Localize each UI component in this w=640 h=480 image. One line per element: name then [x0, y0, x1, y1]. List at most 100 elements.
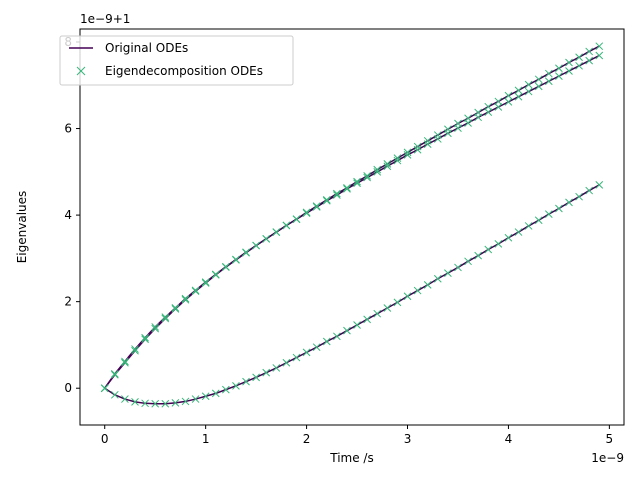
eigen-marker — [494, 97, 503, 106]
eigen-marker — [484, 245, 493, 254]
eigen-marker — [383, 160, 392, 168]
eigen-marker — [373, 168, 382, 176]
eigen-marker — [423, 281, 432, 289]
x-tick-label: 1 — [202, 432, 210, 446]
eigen-marker — [312, 203, 321, 211]
eigen-marker — [252, 241, 260, 250]
eigen-marker — [262, 368, 271, 377]
eigen-marker — [121, 357, 129, 366]
eigen-marker — [171, 304, 180, 312]
eigen-marker — [565, 67, 573, 75]
eigen-marker — [514, 86, 523, 95]
eigen-marker — [232, 256, 240, 264]
eigen-marker — [484, 108, 493, 117]
eigen-marker — [302, 348, 311, 357]
eigen-marker — [464, 257, 472, 266]
eigen-marker — [131, 345, 139, 353]
eigen-marker — [514, 92, 523, 101]
y-axis-label: Eigenvalues — [15, 191, 29, 264]
eigen-marker — [433, 131, 442, 139]
x-axis-offset-text: 1e−9 — [591, 451, 624, 465]
eigen-marker — [141, 333, 149, 342]
eigen-marker — [100, 384, 109, 393]
legend-label-original: Original ODEs — [105, 41, 188, 55]
series-eigendecomposition-odes — [100, 42, 604, 408]
eigen-marker — [211, 270, 220, 279]
eigen-marker — [110, 390, 119, 399]
eigen-marker — [595, 51, 604, 60]
eigen-marker — [151, 399, 160, 408]
y-tick-label: 0 — [64, 381, 72, 395]
eigen-marker — [201, 278, 210, 286]
x-tick-label: 3 — [404, 432, 412, 446]
eigen-marker — [423, 140, 432, 148]
eigen-marker — [151, 324, 160, 333]
eigen-marker — [444, 125, 452, 134]
eigen-marker — [544, 210, 553, 218]
x-tick-label: 2 — [303, 432, 311, 446]
legend-marker-eigen — [76, 66, 86, 76]
eigen-marker — [444, 269, 452, 277]
eigen-marker — [322, 196, 331, 205]
eigen-marker — [474, 108, 483, 117]
eigen-marker — [171, 305, 180, 313]
eigen-marker — [534, 75, 543, 84]
eigen-marker — [575, 61, 583, 70]
x-tick-label: 0 — [101, 432, 109, 446]
eigen-marker — [181, 294, 190, 303]
eigen-marker — [585, 186, 594, 195]
eigen-marker — [504, 98, 513, 106]
eigen-marker — [141, 399, 149, 408]
eigen-marker — [383, 304, 392, 312]
eigen-marker — [282, 221, 291, 230]
eigen-marker — [272, 228, 281, 236]
eigen-marker — [363, 172, 371, 180]
eigen-marker — [504, 91, 513, 100]
eigen-marker — [221, 385, 230, 394]
eigen-marker — [292, 353, 301, 362]
eigen-marker — [403, 292, 412, 301]
eigen-marker — [201, 392, 210, 401]
eigen-marker — [353, 321, 361, 329]
eigen-marker — [565, 198, 573, 207]
eigen-marker — [484, 102, 493, 111]
eigen-marker — [353, 179, 361, 188]
eigen-marker — [252, 373, 260, 382]
eigen-marker — [585, 47, 594, 56]
eigen-marker — [544, 77, 553, 86]
eigen-marker — [595, 181, 604, 189]
eigen-marker — [454, 119, 462, 128]
eigen-marker — [565, 58, 573, 67]
legend-box — [59, 35, 294, 86]
eigen-marker — [292, 215, 301, 223]
eigen-marker — [544, 69, 553, 78]
eigen-marker — [595, 42, 604, 51]
y-tick-label: 4 — [64, 208, 72, 222]
eigen-marker — [433, 135, 442, 143]
original-ode-curve-3 — [104, 184, 600, 405]
eigen-marker — [494, 240, 503, 248]
eigen-marker — [504, 233, 513, 242]
eigen-marker — [555, 64, 563, 73]
eigen-marker — [322, 196, 331, 204]
eigen-marker — [363, 315, 371, 324]
eigen-marker — [393, 156, 402, 165]
eigen-marker — [534, 216, 543, 225]
eigen-marker — [454, 263, 462, 272]
legend-label-eigen: Eigendecomposition ODEs — [105, 64, 263, 78]
eigen-marker — [413, 145, 422, 154]
eigen-marker — [403, 151, 412, 159]
eigen-marker — [393, 154, 402, 162]
eigen-marker — [343, 185, 351, 193]
eigen-marker — [201, 279, 210, 287]
eigen-marker — [302, 208, 311, 217]
eigen-marker — [524, 87, 533, 96]
eigen-marker — [322, 337, 331, 346]
eigen-marker — [403, 148, 412, 157]
eigen-marker — [575, 192, 583, 201]
eigen-marker — [131, 398, 139, 406]
y-tick-label: 6 — [64, 122, 72, 136]
eigen-marker — [524, 80, 533, 89]
eigen-marker — [272, 364, 281, 372]
